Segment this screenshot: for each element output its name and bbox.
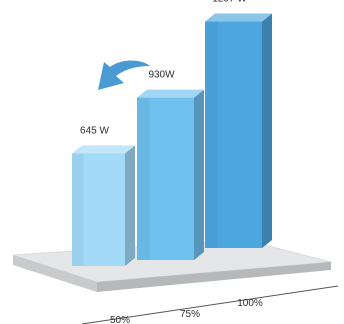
value-label: 1297 W [212,0,247,5]
category-label: 100% [237,298,263,309]
bar-top [137,89,204,98]
bar-75pct [137,89,204,260]
bar-shade [205,21,218,249]
bar-100pct [205,13,272,249]
platform-front-side [97,262,331,292]
x-axis [81,285,339,324]
category-labels: 50% 75% 100% [110,298,263,324]
curved-arrow-icon [98,60,150,90]
bar-top [72,145,135,154]
x-axis-line [81,285,339,324]
category-label: 50% [110,315,130,324]
platform-left-side [13,255,97,292]
value-labels: 645 W 930W 1297 W [80,0,247,136]
bar-side [125,145,135,266]
bar-side [194,89,204,260]
value-label: 645 W [80,125,109,136]
bar-shade [137,97,150,260]
bar-series [72,13,272,266]
value-label: 930W [148,70,175,81]
category-label: 75% [180,309,200,320]
decoration [98,60,150,90]
bar-side [262,13,272,249]
bar-50pct [72,145,135,266]
bar-top [205,13,272,22]
bar-shade [72,153,84,266]
